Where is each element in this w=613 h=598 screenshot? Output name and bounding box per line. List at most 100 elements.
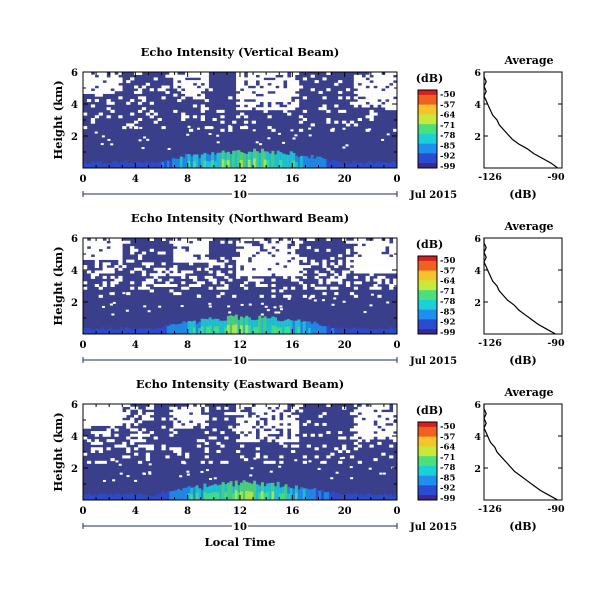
missing-cell [177,254,182,258]
missing-cell [381,417,386,421]
missing-cell [94,265,99,269]
colorbar-tick-label: -99 [440,494,455,504]
colorbar-segment [418,304,437,307]
missing-cell [373,77,378,81]
missing-cell [259,77,264,81]
missing-cell [271,88,276,92]
missing-cell [267,96,272,100]
x-tick-label: 0 [80,174,87,185]
missing-cell [361,428,366,432]
missing-cell [94,422,99,426]
missing-cell [321,299,325,302]
missing-cell [279,439,284,443]
missing-cell [291,248,296,252]
missing-cell [361,425,366,429]
missing-cell [283,433,288,437]
missing-cell [185,82,190,86]
missing-cell [188,128,194,132]
echo-cell [386,495,390,500]
missing-cell [181,406,186,410]
missing-cell [125,309,129,312]
colorbar-segment [418,322,437,325]
missing-cell [240,417,245,421]
missing-cell [353,412,359,416]
missing-cell [137,72,143,76]
missing-cell [118,404,123,408]
missing-cell [334,82,339,86]
missing-cell [102,254,107,258]
missing-cell [110,439,115,443]
missing-cell [385,428,390,432]
missing-cell [204,80,209,84]
missing-cell [259,259,264,263]
missing-cell [118,96,123,100]
missing-cell [393,251,398,255]
missing-cell [106,431,111,435]
colorbar-segment [418,298,437,301]
missing-cell [294,459,298,462]
missing-cell [267,262,272,266]
missing-cell [110,417,115,421]
missing-cell [196,294,200,297]
missing-cell [275,422,280,426]
missing-cell [369,101,374,105]
missing-cell [161,88,166,92]
missing-cell [389,455,394,459]
missing-cell [247,238,253,242]
missing-cell [283,240,288,244]
colorbar-tick-label: -71 [440,453,455,463]
missing-cell [353,254,359,258]
missing-cell [83,265,88,269]
echo-cell [221,320,225,334]
echo-cell [85,163,89,168]
missing-cell [306,238,311,242]
colorbar-segment [418,272,437,275]
missing-cell [129,126,133,129]
missing-cell [210,126,214,129]
echo-cell [143,494,147,500]
missing-cell [271,251,276,255]
missing-cell [255,85,260,89]
missing-cell [208,278,213,282]
missing-cell [279,82,284,86]
missing-cell [266,309,270,312]
missing-cell [291,420,296,424]
missing-cell [310,238,315,242]
colorbar-segment [418,462,437,465]
missing-cell [275,82,280,86]
missing-cell [385,281,390,285]
missing-cell [149,238,154,242]
missing-cell [236,77,241,81]
missing-cell [338,259,343,263]
missing-cell [294,422,300,426]
missing-cell [204,246,209,250]
missing-cell [247,422,253,426]
missing-cell [373,414,378,418]
missing-cell [377,406,382,410]
colorbar-tick-label: -57 [440,100,455,110]
missing-cell [373,267,378,271]
echo-cell [232,493,236,500]
missing-cell [309,295,313,298]
missing-cell [247,107,253,111]
echo-cell [370,329,374,334]
missing-cell [243,90,249,94]
missing-cell [251,422,256,426]
colorbar-segment [418,449,437,452]
colorbar-segment [418,431,437,434]
missing-cell [298,120,304,124]
missing-cell [353,85,359,89]
missing-cell [369,262,374,266]
colorbar-tick-label: -57 [440,266,455,276]
missing-cell [196,82,202,86]
missing-cell [137,286,143,290]
missing-cell [389,265,394,269]
colorbar-frame [417,89,438,169]
missing-cell [306,444,311,448]
missing-cell [279,88,284,92]
missing-cell [357,422,362,426]
missing-cell [188,246,194,250]
missing-cell [326,431,331,435]
missing-cell [267,409,272,413]
missing-cell [143,136,147,139]
